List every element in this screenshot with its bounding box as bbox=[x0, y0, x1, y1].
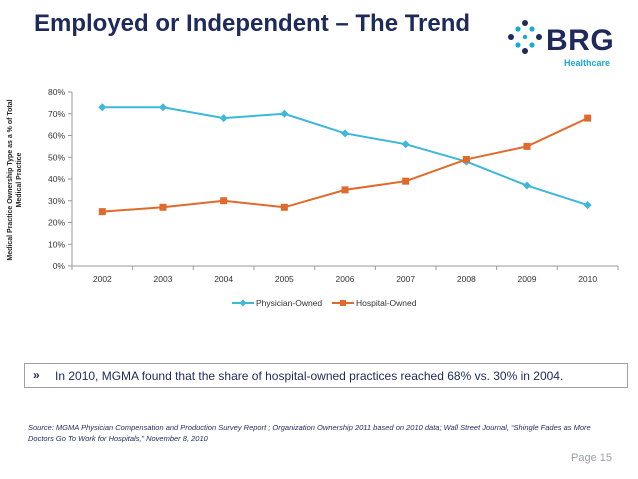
y-tick-label: 70% bbox=[48, 109, 65, 119]
x-tick-label: 2007 bbox=[396, 274, 415, 284]
hospital-owned-point bbox=[341, 186, 349, 194]
x-tick-label: 2002 bbox=[93, 274, 112, 284]
ownership-trend-chart: 0% 10% 20% 30% 40% 50% 60% 70% 80% 2002 2003 2004 20… bbox=[0, 80, 638, 320]
physician-owned-point bbox=[98, 103, 107, 112]
physician-owned-point bbox=[401, 140, 410, 149]
y-tick-label: 80% bbox=[48, 87, 65, 97]
x-tick-label: 2010 bbox=[578, 274, 597, 284]
y-tick-label: 30% bbox=[48, 196, 65, 206]
legend-hospital-owned-label: Hospital-Owned bbox=[356, 298, 417, 308]
y-tick-label: 0% bbox=[53, 261, 66, 271]
y-axis-label-line-1: Medical Practice Ownership Type as a % o… bbox=[7, 99, 14, 261]
y-axis-label-line-2: Medical Practice bbox=[16, 152, 23, 208]
hospital-owned-point bbox=[462, 155, 470, 163]
x-tick-label: 2003 bbox=[154, 274, 173, 284]
y-tick-label: 10% bbox=[48, 239, 65, 249]
hospital-owned-point bbox=[402, 177, 410, 185]
brg-logo-mark-icon bbox=[508, 20, 542, 54]
physician-owned-point bbox=[583, 201, 592, 210]
hospital-owned-point bbox=[584, 114, 592, 122]
legend-hospital-owned-marker bbox=[340, 300, 346, 306]
brg-logo: BRG Healthcare bbox=[508, 20, 628, 70]
x-tick-label: 2008 bbox=[457, 274, 476, 284]
hospital-owned-point bbox=[523, 142, 531, 150]
physician-owned-point bbox=[523, 181, 531, 190]
physician-owned-point bbox=[219, 114, 228, 123]
chart-canvas: 0% 10% 20% 30% 40% 50% 60% 70% 80% 2002 2003 2004 20… bbox=[48, 87, 619, 308]
legend-physician-owned-marker bbox=[239, 299, 247, 307]
y-tick-label: 20% bbox=[48, 218, 65, 228]
hospital-owned-point bbox=[280, 203, 288, 211]
logo-wordmark: BRG bbox=[546, 24, 615, 57]
key-finding-box: » In 2010, MGMA found that the share of … bbox=[24, 363, 628, 388]
y-tick-label: 60% bbox=[48, 131, 65, 141]
source-citation: Source: MGMA Physician Compensation and … bbox=[28, 423, 591, 443]
bullet-icon: » bbox=[33, 368, 40, 382]
hospital-owned-point bbox=[220, 197, 228, 205]
legend-physician-owned-label: Physician-Owned bbox=[256, 298, 322, 308]
slide-title: Employed or Independent – The Trend bbox=[34, 10, 471, 37]
hospital-owned-point bbox=[159, 203, 167, 211]
y-tick-label: 50% bbox=[48, 152, 65, 162]
physician-owned-point bbox=[341, 129, 349, 138]
physician-owned-point bbox=[280, 109, 289, 118]
logo-subtitle: Healthcare bbox=[564, 58, 611, 68]
key-finding-text: In 2010, MGMA found that the share of ho… bbox=[55, 369, 564, 383]
x-tick-label: 2004 bbox=[214, 274, 233, 284]
page-number: Page 15 bbox=[571, 452, 612, 464]
x-tick-label: 2009 bbox=[518, 274, 537, 284]
y-tick-label: 40% bbox=[48, 174, 65, 184]
y-axis-label: Medical Practice Ownership Type as a % o… bbox=[6, 80, 30, 280]
x-tick-label: 2006 bbox=[336, 274, 355, 284]
hospital-owned-point bbox=[98, 208, 106, 216]
physician-owned-point bbox=[159, 103, 167, 112]
x-tick-label: 2005 bbox=[275, 274, 294, 284]
